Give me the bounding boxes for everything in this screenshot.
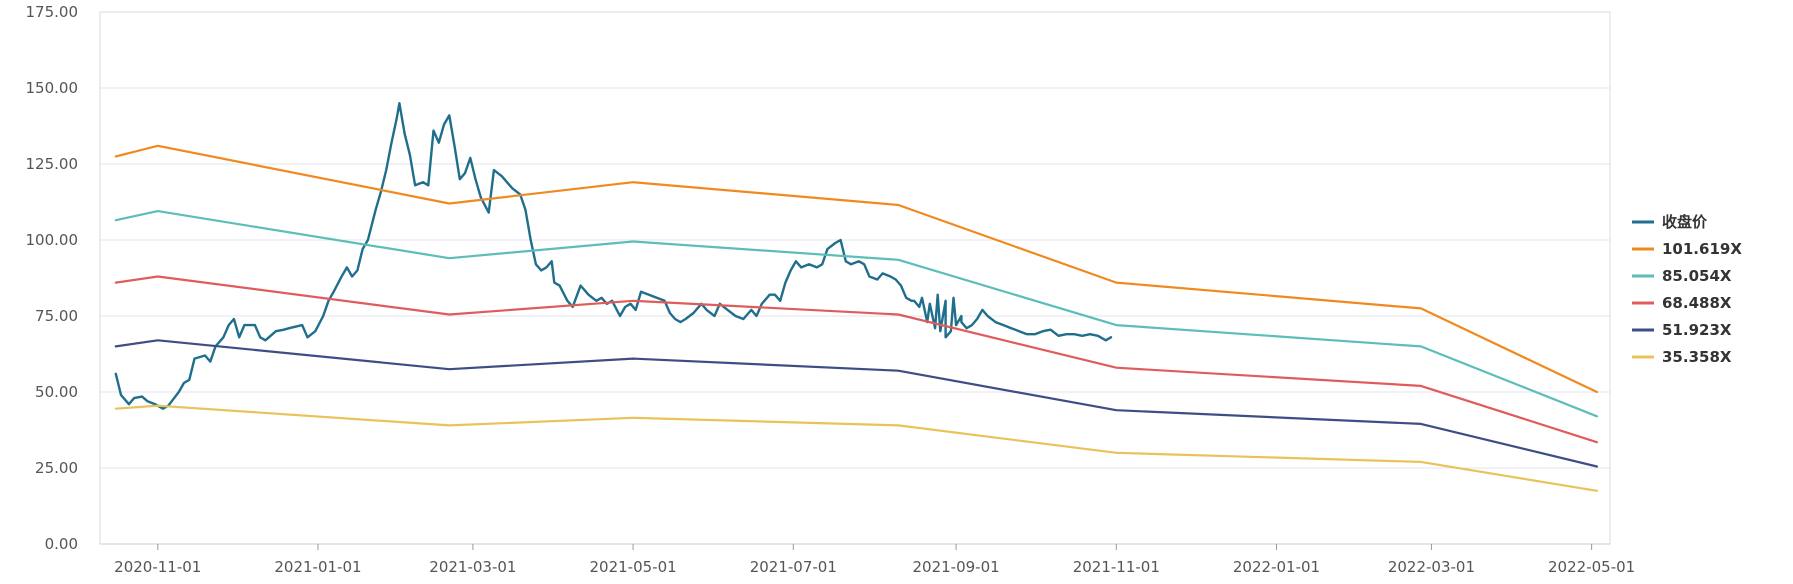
x-tick-label: 2021-01-01 xyxy=(274,558,361,576)
y-tick-label: 150.00 xyxy=(26,79,79,97)
x-tick-label: 2020-11-01 xyxy=(114,558,201,576)
series-line-2 xyxy=(114,210,1598,418)
y-tick-label: 75.00 xyxy=(35,307,78,325)
legend: 收盘价 101.619X 85.054X 68.488X 51.923X 35.358X xyxy=(1632,213,1742,366)
plot-frame xyxy=(99,11,1611,545)
y-tick-label: 100.00 xyxy=(26,231,79,249)
y-tick-label: 125.00 xyxy=(26,155,79,173)
x-tick-label: 2021-07-01 xyxy=(750,558,837,576)
y-tick-label: 50.00 xyxy=(35,383,78,401)
legend-item-label[interactable]: 85.054X xyxy=(1662,267,1732,285)
series-lines xyxy=(114,102,1598,492)
series-line-1 xyxy=(114,144,1598,394)
series-line-4 xyxy=(114,339,1598,468)
y-tick-label: 175.00 xyxy=(26,3,79,21)
x-tick-label: 2022-03-01 xyxy=(1388,558,1475,576)
legend-item-label[interactable]: 68.488X xyxy=(1662,294,1732,312)
axes: 0.00 25.00 50.00 75.00 100.00 125.00 150.00 175… xyxy=(26,3,1636,576)
legend-item-label[interactable]: 收盘价 xyxy=(1662,213,1708,231)
y-tick-label: 25.00 xyxy=(35,459,78,477)
legend-item-label[interactable]: 101.619X xyxy=(1662,240,1742,258)
grid xyxy=(100,11,1610,545)
series-line-5 xyxy=(114,404,1598,492)
x-tick-label: 2022-05-01 xyxy=(1548,558,1635,576)
legend-item-label[interactable]: 35.358X xyxy=(1662,348,1732,366)
x-tick-label: 2021-05-01 xyxy=(590,558,677,576)
series-line-0 xyxy=(114,102,1113,410)
y-tick-label: 0.00 xyxy=(45,535,78,553)
x-tick-label: 2021-03-01 xyxy=(429,558,516,576)
x-tick-label: 2021-11-01 xyxy=(1073,558,1160,576)
x-tick-label: 2022-01-01 xyxy=(1233,558,1320,576)
legend-item-label[interactable]: 51.923X xyxy=(1662,321,1732,339)
series-line-3 xyxy=(114,275,1598,444)
x-tick-label: 2021-09-01 xyxy=(913,558,1000,576)
